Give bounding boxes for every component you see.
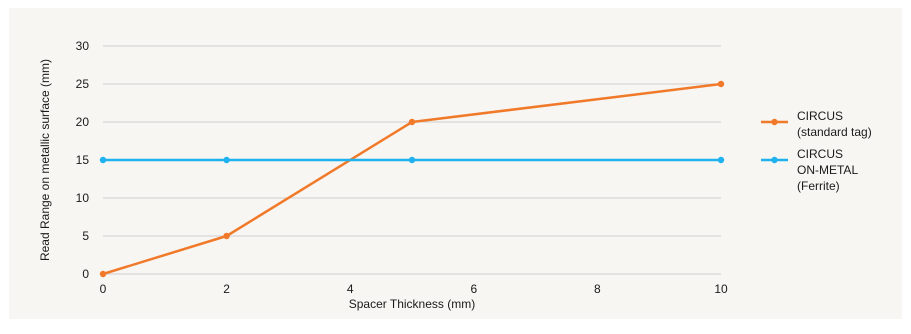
data-point (99, 270, 107, 278)
y-axis-title: Read Range on metallic surface (mm) (38, 59, 52, 261)
data-point (223, 232, 230, 240)
y-tick-label: 0 (82, 267, 89, 281)
legend-swatch-marker (771, 156, 778, 164)
data-point (408, 156, 416, 164)
data-point (717, 156, 725, 164)
legend-label: (Ferrite) (797, 179, 840, 193)
x-tick-label: 10 (714, 282, 728, 296)
legend-swatch-marker (771, 118, 778, 126)
legend-item-1: CIRCUS (standard tag) (761, 109, 872, 139)
y-tick-label: 20 (76, 115, 90, 129)
y-tick-label: 25 (76, 77, 90, 91)
data-point (99, 156, 107, 164)
series-2 (99, 156, 725, 164)
legend: CIRCUS (standard tag) CIRCUS ON-METAL (Ferri… (761, 109, 872, 193)
chart-background (9, 8, 902, 319)
series-layer (99, 80, 725, 278)
x-tick-label: 8 (594, 282, 601, 296)
legend-label: (standard tag) (797, 125, 872, 139)
x-tick-label: 2 (223, 282, 230, 296)
legend-label: CIRCUS (797, 109, 843, 123)
y-tick-label: 10 (76, 191, 90, 205)
data-point (223, 156, 230, 164)
x-axis-ticks: 0 2 4 6 8 10 (100, 282, 728, 296)
y-tick-label: 30 (76, 39, 90, 53)
x-tick-label: 4 (347, 282, 354, 296)
y-tick-label: 15 (76, 153, 90, 167)
legend-label: CIRCUS (797, 147, 843, 161)
legend-label: ON-METAL (797, 163, 858, 177)
series-line (101, 82, 723, 276)
data-point (717, 80, 725, 88)
x-tick-label: 6 (470, 282, 477, 296)
legend-item-2: CIRCUS ON-METAL (Ferrite) (761, 147, 858, 193)
series-1 (99, 80, 725, 278)
x-axis-title: Spacer Thickness (mm) (349, 297, 475, 311)
y-axis-ticks: 0 5 10 15 20 25 30 (76, 39, 90, 281)
y-tick-label: 5 (82, 229, 89, 243)
x-tick-label: 0 (100, 282, 107, 296)
data-point (408, 118, 416, 126)
